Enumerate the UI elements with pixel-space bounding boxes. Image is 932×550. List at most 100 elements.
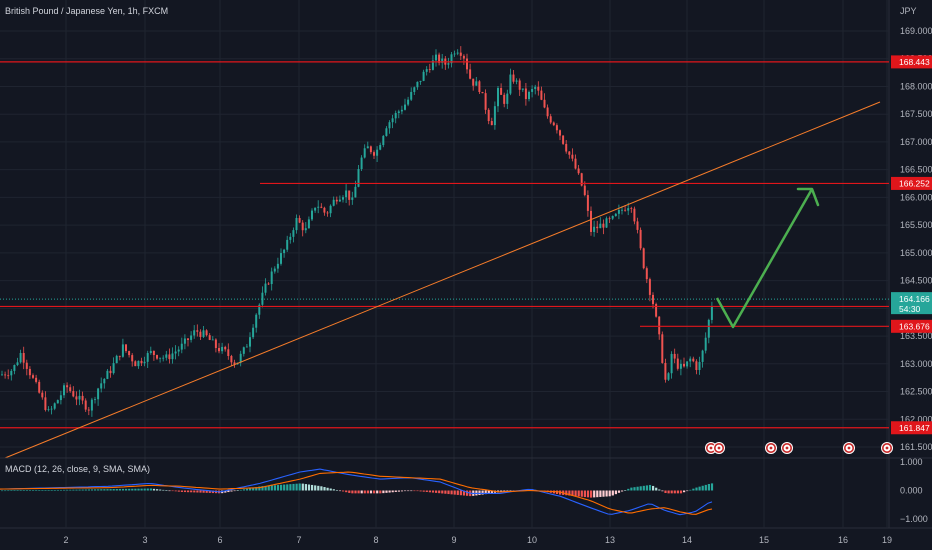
candle — [475, 76, 478, 86]
candle — [596, 220, 599, 233]
candle — [369, 145, 372, 155]
candle — [81, 391, 84, 405]
macd-histogram-bar — [590, 490, 593, 498]
macd-histogram-bar — [38, 490, 41, 491]
macd-histogram-bar — [50, 490, 53, 491]
macd-histogram-bar — [667, 490, 670, 494]
macd-histogram-bar — [435, 490, 438, 493]
macd-histogram-bar — [580, 490, 583, 497]
candle — [590, 206, 592, 236]
price-tick-label: 165.500 — [900, 220, 932, 230]
candle — [698, 356, 701, 375]
macd-histogram-bar — [208, 490, 211, 493]
price-tick-label: 167.000 — [900, 137, 932, 147]
macd-histogram-bar — [342, 490, 345, 492]
macd-histogram-bar — [636, 486, 639, 491]
macd-histogram-bar — [565, 490, 568, 496]
macd-histogram-bar — [369, 490, 373, 494]
candle — [689, 356, 692, 368]
horizontal-levels[interactable] — [0, 61, 889, 429]
candle — [196, 324, 199, 337]
candle — [304, 222, 307, 234]
candlestick-series — [1, 46, 713, 417]
macd-histogram-bar — [304, 484, 307, 491]
macd-histogram-bar — [490, 490, 493, 494]
macd-histogram-bar — [264, 485, 267, 491]
time-axis[interactable]: 2 3 6 7 8 9 10 13 14 15 16 19 — [63, 535, 892, 545]
candle — [518, 78, 521, 96]
candle — [224, 345, 227, 352]
candle — [394, 110, 397, 124]
candle — [190, 331, 193, 343]
candle — [450, 52, 453, 68]
projection-arrow[interactable] — [715, 187, 820, 329]
macd-histogram-bar — [351, 490, 354, 494]
price-tick-label: 163.000 — [900, 359, 932, 369]
macd-histogram-bar — [648, 484, 652, 491]
candle — [546, 104, 549, 119]
candle — [391, 114, 394, 129]
candle — [53, 402, 56, 411]
price-tick-label: 166.500 — [900, 165, 932, 175]
macd-histogram-bar — [568, 490, 571, 496]
macd-histogram-bar — [90, 489, 94, 491]
macd-histogram-bar — [487, 490, 490, 494]
candle — [273, 266, 276, 274]
macd-histogram-bar — [608, 490, 611, 497]
candle — [552, 121, 555, 127]
level-tag — [891, 176, 932, 190]
macd-histogram-bar — [450, 490, 453, 495]
macd-histogram-bar — [190, 490, 193, 493]
candle — [332, 196, 335, 207]
macd-histogram-bar — [441, 490, 444, 494]
macd-histogram-bar — [196, 490, 199, 493]
price-tick-label: 166.000 — [900, 192, 932, 202]
macd-histogram-bar — [156, 489, 159, 491]
macd-histogram-bar — [149, 488, 152, 491]
candle — [410, 87, 413, 101]
macd-histogram-bar — [357, 490, 360, 494]
candle — [97, 387, 100, 406]
macd-histogram-bar — [168, 490, 171, 492]
price-axis[interactable]: 169.000168.500168.000167.500167.000166.5… — [891, 26, 932, 452]
candle — [69, 384, 72, 393]
macd-histogram-bar — [320, 486, 323, 491]
candle — [183, 334, 186, 350]
candle — [335, 196, 338, 205]
price-tick-label: 163.500 — [900, 331, 932, 341]
macd-histogram-bar — [273, 485, 276, 491]
candle — [673, 348, 676, 364]
macd-histogram-bar — [258, 486, 261, 491]
macd-histogram-bar — [692, 488, 695, 491]
macd-histogram-bar — [642, 485, 645, 491]
macd-histogram-bar — [422, 490, 425, 492]
trendline-line[interactable] — [4, 101, 881, 459]
macd-histogram-bar — [199, 490, 202, 493]
candle — [59, 390, 62, 405]
candle — [593, 220, 596, 237]
macd-histogram-bar — [456, 490, 459, 495]
candle — [599, 217, 602, 229]
projection-arrow-path[interactable] — [715, 188, 814, 329]
candle — [75, 391, 78, 406]
candle — [100, 377, 103, 393]
macd-histogram-bar — [583, 490, 586, 498]
candle — [531, 85, 534, 98]
candle — [490, 117, 493, 126]
candle — [323, 206, 326, 216]
time-tick-label: 15 — [759, 535, 769, 545]
trendline[interactable] — [4, 101, 881, 459]
macd-histogram-bar — [676, 490, 679, 494]
candle — [264, 278, 267, 296]
macd-histogram-bar — [428, 490, 431, 493]
macd-histogram-bar — [261, 486, 264, 491]
macd-histogram-bar — [373, 490, 376, 494]
candle — [199, 329, 202, 341]
macd-histogram-bar — [416, 490, 419, 492]
candle — [577, 165, 580, 175]
macd-histogram-bar — [249, 488, 252, 491]
macd-histogram-bar — [605, 490, 608, 497]
macd-histogram-bar — [360, 490, 363, 494]
macd-histogram-bar — [32, 490, 35, 491]
